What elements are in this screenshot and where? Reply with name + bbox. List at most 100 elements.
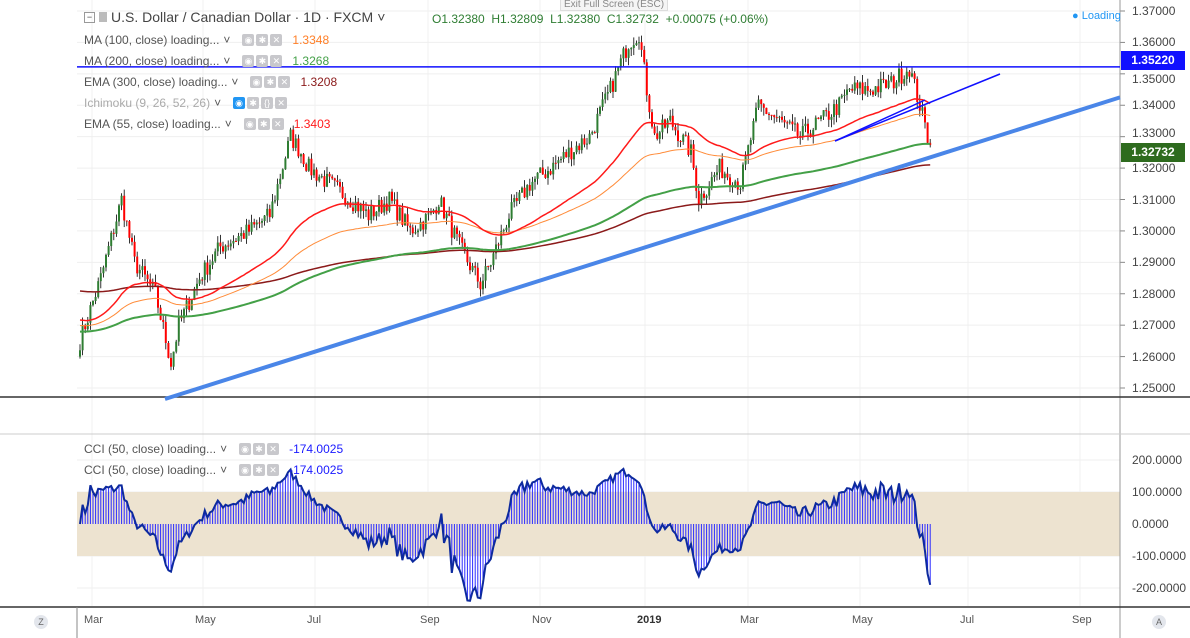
candle-body	[349, 202, 352, 208]
time-axis-label: Sep	[420, 614, 440, 626]
indicator-legend[interactable]: Ichimoku (9, 26, 52, 26) ˅ ◉ ✱{} ✕	[84, 96, 297, 110]
cci-legend[interactable]: CCI (50, close) loading... ˅ ◉ ✱ ✕ -174.0025	[84, 442, 343, 456]
visibility-icon[interactable]: ◉	[233, 97, 246, 109]
gear-icon[interactable]: ✱	[253, 464, 266, 476]
close-icon[interactable]: ✕	[278, 76, 291, 88]
candle-body	[822, 110, 825, 117]
candle-body	[734, 181, 737, 188]
candle-body	[929, 142, 932, 146]
indicator-label: MA (200, close) loading...	[84, 54, 220, 68]
gear-icon[interactable]: ✱	[256, 55, 269, 67]
candle-body	[92, 300, 94, 306]
close-icon[interactable]: ✕	[270, 55, 283, 67]
candle-body	[487, 266, 490, 268]
candle-body	[612, 80, 614, 92]
candle-body	[404, 214, 406, 226]
visibility-icon[interactable]: ◉	[239, 464, 252, 476]
chevron-down-icon[interactable]: ˅	[223, 33, 231, 47]
visibility-icon[interactable]: ◉	[250, 76, 263, 88]
indicator-value: 1.3348	[292, 33, 330, 47]
candle-body	[682, 134, 685, 142]
auto-scale-button[interactable]: A	[1152, 615, 1166, 629]
chevron-down-icon[interactable]: ˅	[214, 96, 222, 110]
candle-body	[749, 140, 752, 146]
close-icon[interactable]: ✕	[267, 443, 280, 455]
candle-body	[424, 214, 427, 230]
candle-body	[658, 132, 661, 139]
close-icon[interactable]: ✕	[270, 34, 283, 46]
candle-body	[440, 197, 443, 207]
price-axis-label: 1.27000	[1132, 318, 1176, 333]
candle-body	[565, 152, 568, 158]
chevron-down-icon[interactable]: ˅	[220, 442, 228, 456]
chevron-down-icon[interactable]: ˅	[224, 117, 232, 131]
candle-body	[892, 76, 895, 89]
candle-body	[401, 207, 404, 226]
candle-body	[284, 158, 287, 170]
candle-body	[583, 138, 586, 145]
cci-axis-label: 100.0000	[1132, 485, 1183, 499]
chevron-down-icon[interactable]: ˅	[377, 9, 386, 25]
candle-body	[89, 305, 92, 323]
candle-body	[300, 154, 302, 157]
candle-body	[843, 94, 846, 96]
close-icon[interactable]: ✕	[271, 118, 284, 130]
candle-body	[271, 201, 274, 218]
trend-line-upper	[834, 73, 1001, 142]
candle-body	[807, 123, 809, 134]
gear-icon[interactable]: ✱	[256, 34, 269, 46]
candle-body	[398, 207, 401, 221]
candle-body	[263, 215, 266, 222]
candle-body	[268, 208, 271, 218]
visibility-icon[interactable]: ◉	[239, 443, 252, 455]
candle-body	[601, 99, 604, 108]
candle-body	[710, 177, 713, 189]
collapse-icon[interactable]: −	[84, 11, 95, 23]
gear-icon[interactable]: ✱	[253, 443, 266, 455]
close-icon[interactable]: ✕	[275, 97, 288, 109]
indicator-legend[interactable]: EMA (55, close) loading... ˅ ◉ ✱ ✕ 1.3403	[84, 117, 330, 131]
candle-body	[383, 203, 386, 213]
candle-body	[388, 191, 391, 211]
candle-body	[471, 265, 474, 271]
candle-body	[328, 173, 331, 177]
indicator-legend[interactable]: EMA (300, close) loading... ˅ ◉ ✱ ✕ 1.3208	[84, 75, 337, 89]
price-axis-label: 1.29000	[1132, 255, 1176, 270]
gear-icon[interactable]: ✱	[247, 97, 260, 109]
ma-200-line	[79, 142, 931, 333]
visibility-icon[interactable]: ◉	[243, 118, 256, 130]
candle-body	[253, 222, 256, 225]
indicator-legend[interactable]: MA (100, close) loading... ˅ ◉ ✱ ✕ 1.3348	[84, 33, 329, 47]
cci-legend[interactable]: CCI (50, close) loading... ˅ ◉ ✱ ✕ -174.0025	[84, 463, 343, 477]
candle-body	[877, 86, 880, 93]
gear-icon[interactable]: ✱	[257, 118, 270, 130]
close-icon[interactable]: ✕	[267, 464, 280, 476]
flag-icon	[99, 12, 107, 22]
candle-body	[898, 68, 900, 83]
candle-body	[643, 49, 646, 63]
candle-body	[294, 138, 297, 148]
candle-body	[489, 265, 492, 267]
gear-icon[interactable]: ✱	[264, 76, 277, 88]
source-code-icon[interactable]: {}	[261, 97, 274, 109]
candle-body	[456, 227, 458, 234]
visibility-icon[interactable]: ◉	[242, 55, 255, 67]
candle-body	[856, 82, 859, 89]
chevron-down-icon[interactable]: ˅	[220, 463, 228, 477]
candle-body	[281, 169, 284, 179]
zoom-reset-button[interactable]: Z	[34, 615, 48, 629]
candle-body	[313, 169, 315, 176]
indicator-legend[interactable]: MA (200, close) loading... ˅ ◉ ✱ ✕ 1.3268	[84, 54, 329, 68]
candle-body	[617, 67, 620, 72]
visibility-icon[interactable]: ◉	[242, 34, 255, 46]
candle-body	[326, 173, 328, 187]
candle-body	[258, 222, 261, 224]
candle-body	[781, 116, 783, 120]
candle-body	[331, 176, 334, 179]
chevron-down-icon[interactable]: ˅	[223, 54, 231, 68]
candle-body	[869, 90, 872, 92]
chevron-down-icon[interactable]: ˅	[231, 75, 239, 89]
exit-fullscreen-tooltip[interactable]: Exit Full Screen (ESC)	[560, 0, 669, 11]
symbol-title[interactable]: − U.S. Dollar / Canadian Dollar · 1D · FX…	[84, 9, 385, 25]
